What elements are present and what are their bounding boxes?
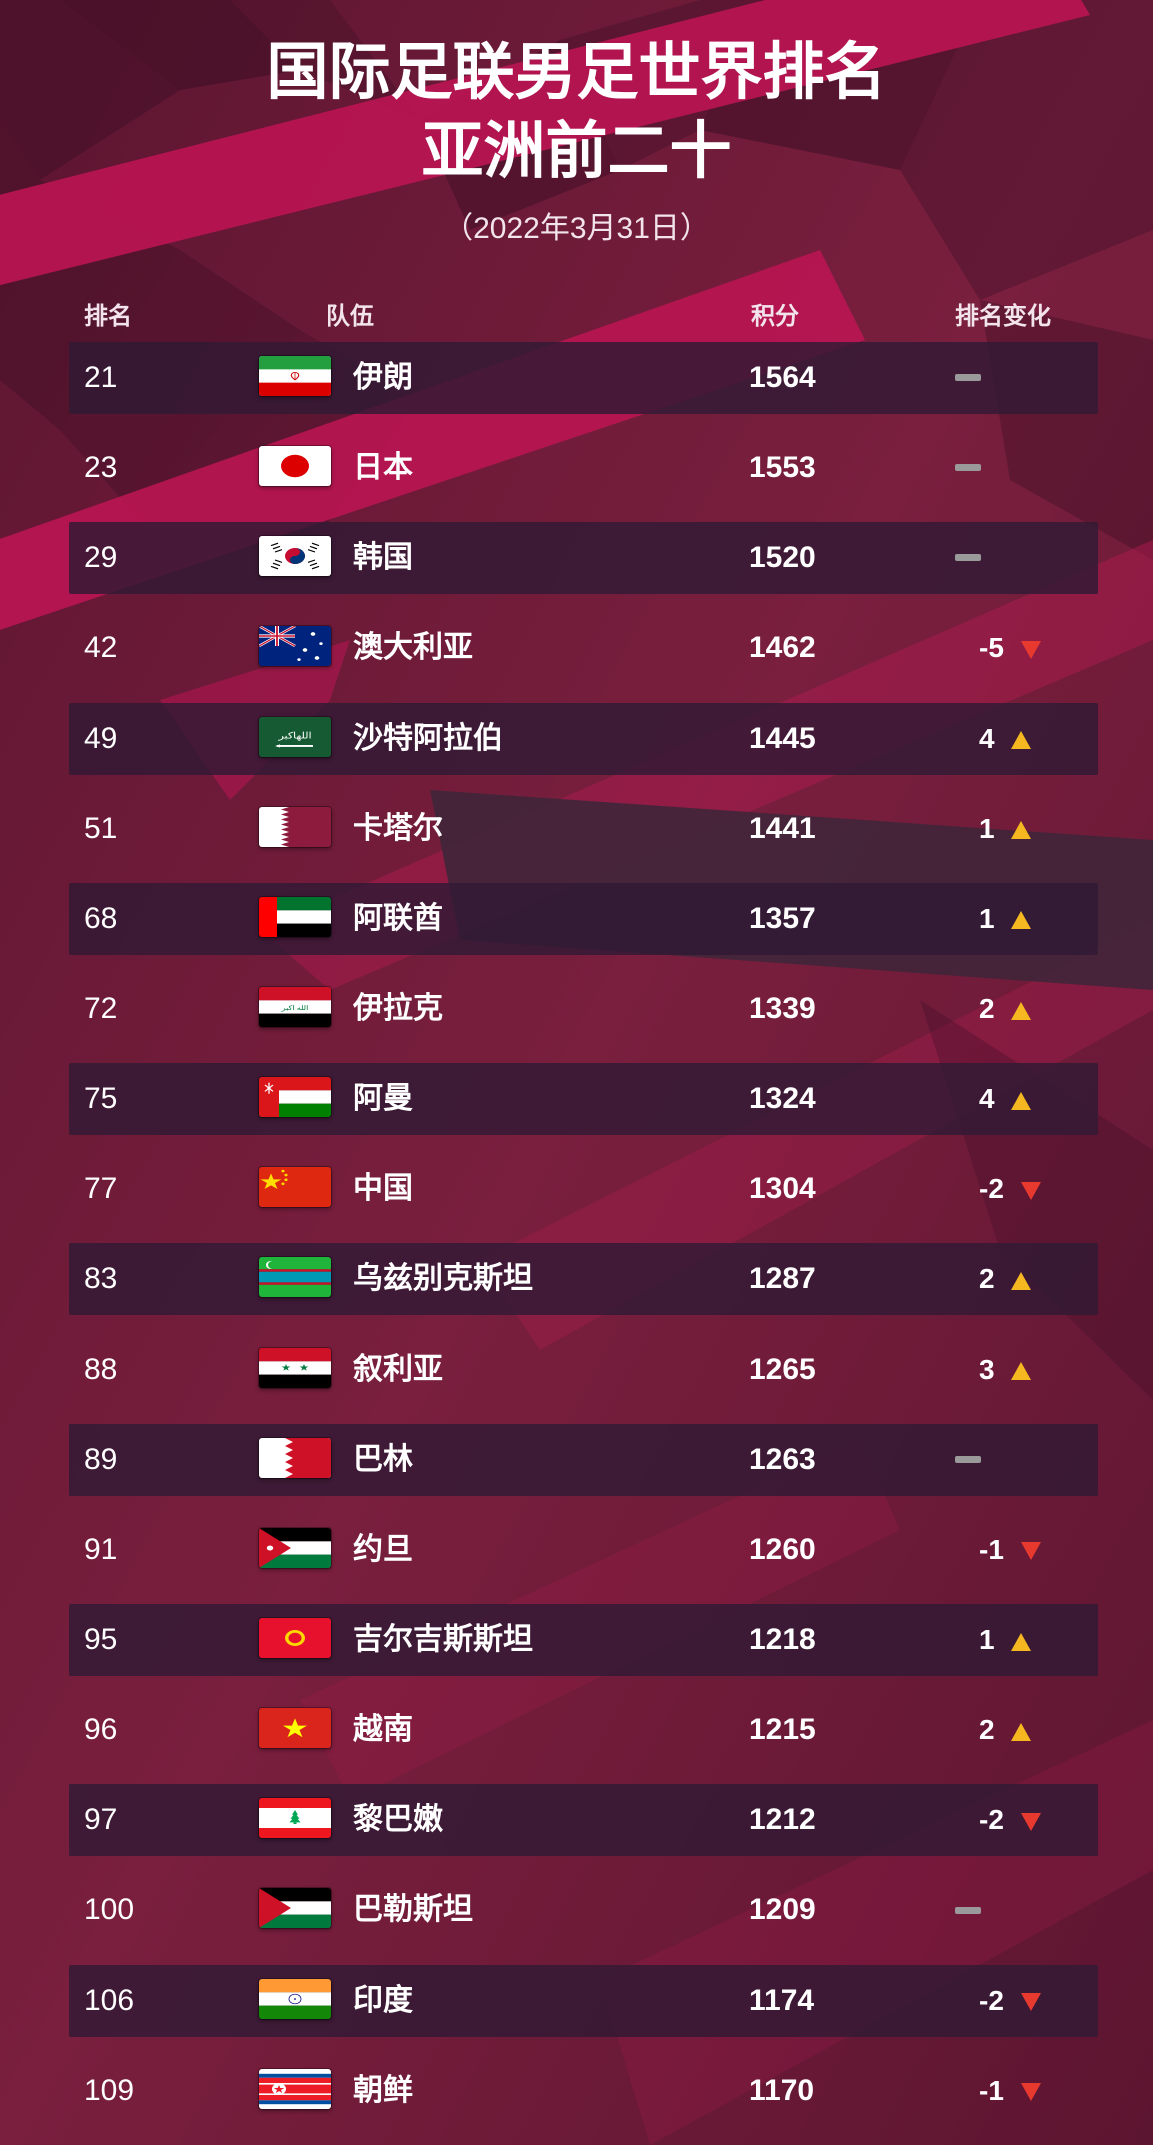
- svg-text:اللهاكبر: اللهاكبر: [277, 731, 311, 741]
- svg-text:الله اكبر: الله اكبر: [281, 1004, 309, 1012]
